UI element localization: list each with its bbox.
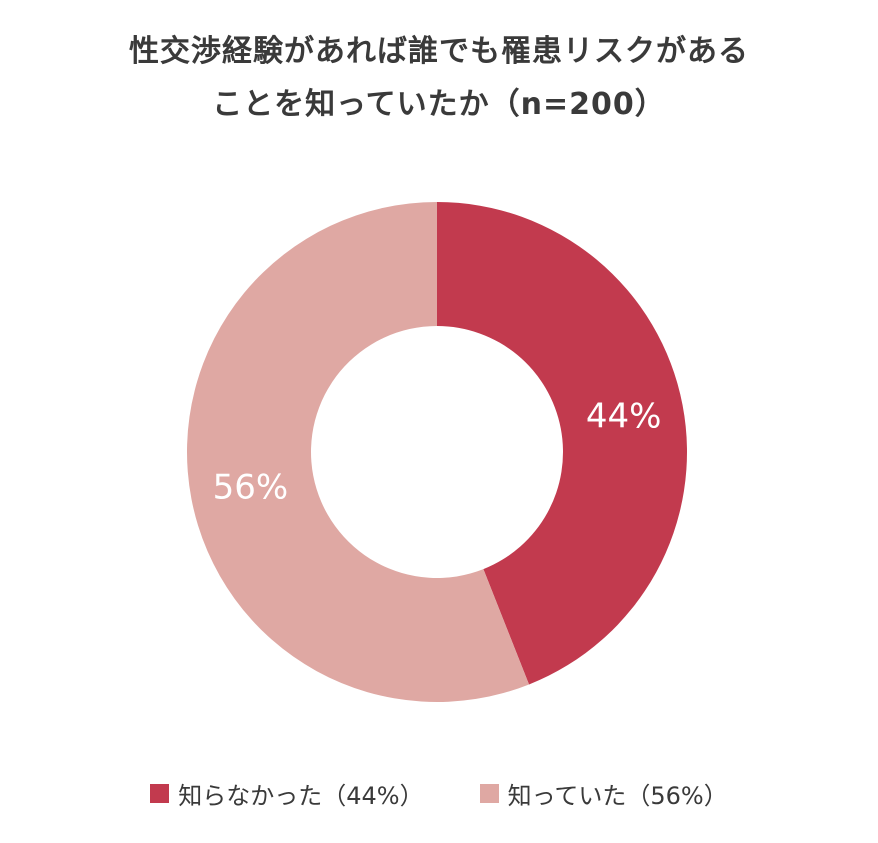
legend-label-knew: 知っていた（56%） — [507, 782, 728, 810]
segment-data-label-did-not-know: 44% — [586, 396, 662, 436]
chart-title-line-1: 性交渉経験があれば誰でも罹患リスクがある — [129, 34, 749, 69]
chart-title: 性交渉経験があれば誰でも罹患リスクがある ことを知っていたか（n=200） — [0, 26, 878, 131]
donut-segment-did-not-know — [437, 202, 688, 685]
chart-legend: 知らなかった（44%） 知っていた（56%） — [0, 776, 878, 811]
legend-item-knew: 知っていた（56%） — [479, 776, 728, 811]
legend-label-did-not-know: 知らなかった（44%） — [178, 782, 424, 810]
donut-segment-knew — [187, 202, 530, 702]
segment-data-label-knew: 56% — [213, 468, 289, 508]
legend-swatch-did-not-know — [150, 784, 170, 803]
chart-title-line-2: ことを知っていたか（n=200） — [212, 86, 666, 122]
legend-swatch-knew — [479, 784, 499, 803]
legend-item-did-not-know: 知らなかった（44%） — [150, 776, 424, 811]
